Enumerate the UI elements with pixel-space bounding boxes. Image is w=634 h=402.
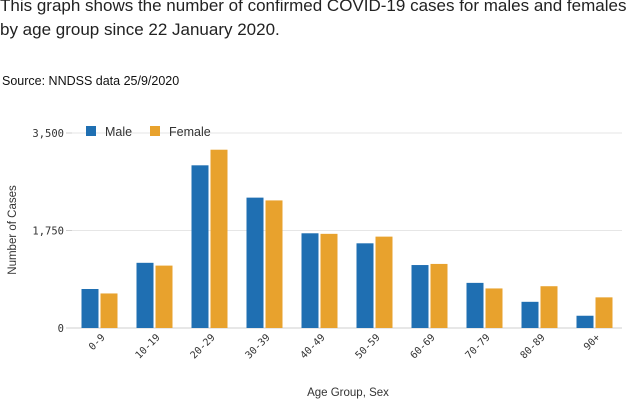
bar-male-50-59[interactable] [356, 243, 374, 328]
bar-male-90+[interactable] [576, 315, 594, 328]
x-tick-label: 20-29 [189, 332, 218, 361]
bar-female-0-9[interactable] [100, 293, 118, 328]
x-tick-label: 70-79 [464, 332, 493, 361]
y-tick-label: 1,750 [32, 226, 64, 238]
y-tick-label: 3,500 [32, 128, 64, 140]
bar-female-80-89[interactable] [540, 286, 558, 328]
bar-female-30-39[interactable] [265, 200, 283, 328]
x-tick-label: 50-59 [354, 332, 383, 361]
bar-female-60-69[interactable] [430, 263, 448, 328]
x-tick-label: 80-89 [519, 332, 548, 361]
bar-female-10-19[interactable] [155, 265, 173, 328]
bar-male-30-39[interactable] [246, 197, 264, 328]
bar-male-70-79[interactable] [466, 282, 484, 328]
legend-swatch [150, 126, 160, 136]
x-tick-label: 90+ [582, 332, 603, 353]
x-tick-label: 30-39 [244, 332, 273, 361]
bar-female-90+[interactable] [595, 297, 613, 328]
bars [81, 149, 613, 328]
x-axis-title: Age Group, Sex [307, 387, 389, 399]
y-tick-label: 0 [58, 323, 64, 335]
legend-item-male[interactable]: Male [86, 125, 132, 139]
bar-female-70-79[interactable] [485, 288, 503, 328]
bar-male-40-49[interactable] [301, 233, 319, 328]
bar-male-60-69[interactable] [411, 265, 429, 328]
chart-description: This graph shows the number of confirmed… [0, 0, 627, 39]
bar-male-10-19[interactable] [136, 262, 154, 328]
x-axis-ticks: 0-9 10-19 20-29 30-39 40-49 50-59 60-69 70-79 80… [87, 332, 603, 361]
bar-female-20-29[interactable] [210, 149, 228, 328]
gridlines [72, 132, 622, 329]
x-tick-label: 40-49 [299, 332, 328, 361]
legend[interactable]: Male Female [86, 125, 211, 139]
bar-female-50-59[interactable] [375, 236, 393, 328]
x-tick-label: 60-69 [409, 332, 438, 361]
data-source: Source: NNDSS data 25/9/2020 [2, 74, 180, 88]
legend-swatch [86, 126, 96, 136]
bar-female-40-49[interactable] [320, 233, 338, 328]
legend-item-female[interactable]: Female [150, 125, 211, 139]
y-axis-title: Number of Cases [7, 185, 19, 275]
legend-label: Female [169, 125, 211, 139]
y-axis-ticks: 0 1,750 3,500 [32, 128, 72, 335]
bar-male-20-29[interactable] [191, 165, 209, 328]
bar-male-0-9[interactable] [81, 289, 99, 328]
x-tick-label: 0-9 [87, 332, 108, 353]
legend-label: Male [105, 125, 132, 139]
bar-male-80-89[interactable] [521, 301, 539, 328]
x-tick-label: 10-19 [134, 332, 163, 361]
